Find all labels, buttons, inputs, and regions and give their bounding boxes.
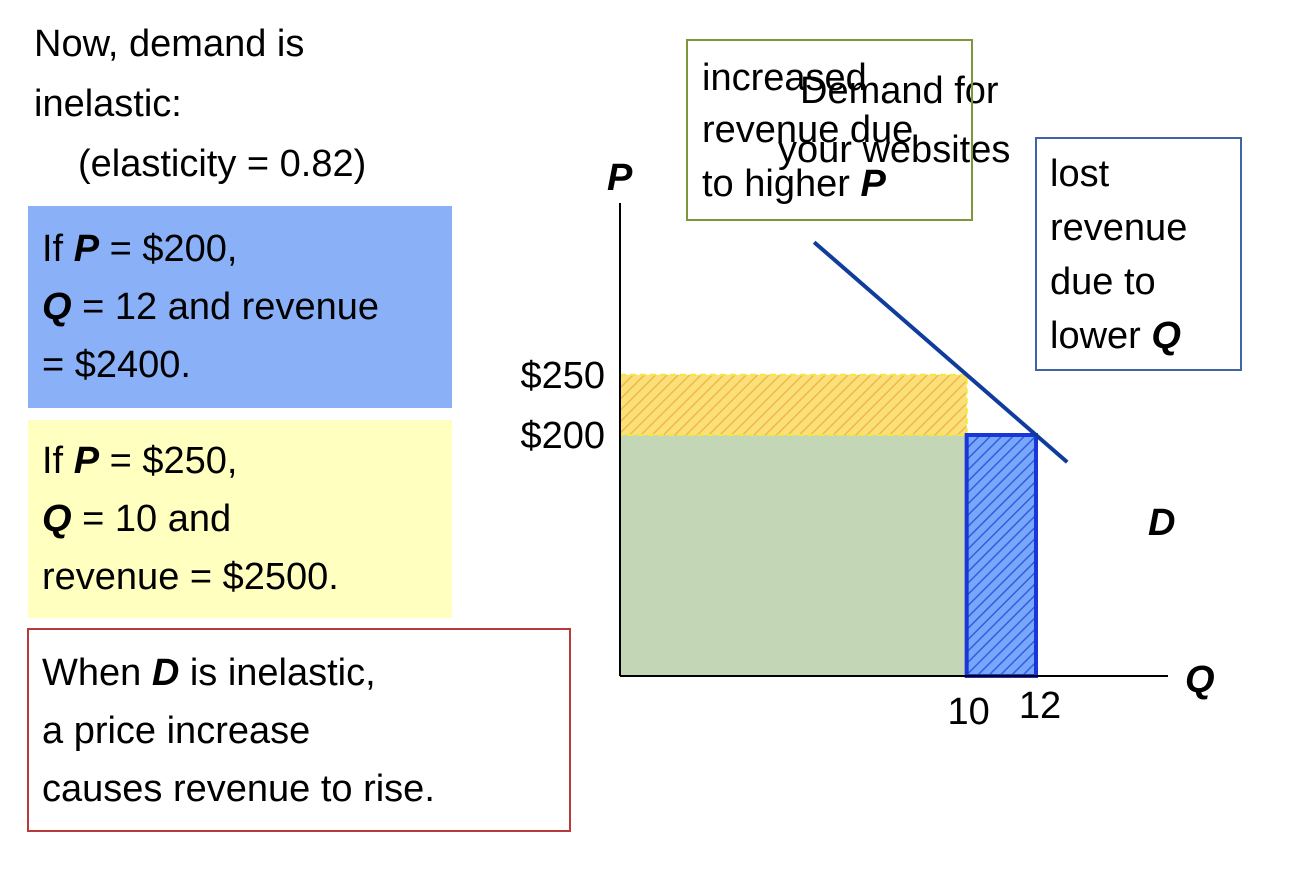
price-200-line-2: Q = 12 and revenue — [42, 286, 379, 328]
demand-curve — [812, 240, 1069, 464]
lost-revenue-line-4: lower Q — [1050, 315, 1181, 357]
y-tick-label-250: $250 — [520, 355, 605, 397]
revenue-base-region — [620, 435, 967, 676]
increased-revenue-line-2: revenue due — [702, 109, 913, 151]
conclusion-line-2: a price increase — [42, 710, 311, 752]
price-250-box: If P = $250, Q = 10 and revenue = $2500. — [28, 420, 452, 618]
conclusion-box: When D is inelastic, a price increase ca… — [27, 628, 571, 832]
y-tick-label-200: $200 — [520, 415, 605, 457]
price-250-line-2: Q = 10 and — [42, 498, 232, 540]
increased-revenue-line-3: to higher P — [702, 163, 886, 205]
x-tick-label-12: 12 — [1019, 685, 1061, 727]
demand-label: D — [1148, 502, 1175, 544]
price-200-line-1: If P = $200, — [42, 228, 238, 270]
x-axis-label: Q — [1185, 659, 1215, 701]
conclusion-line-1: When D is inelastic, — [42, 652, 376, 694]
y-axis-label: P — [607, 157, 633, 199]
increased-revenue-line-1: increased — [702, 57, 867, 99]
intro-line-2: inelastic: — [34, 83, 182, 125]
increased-revenue-region — [619, 373, 968, 436]
chart-title-line-1: Demand for — [800, 70, 999, 112]
x-tick-label-10: 10 — [948, 691, 990, 733]
price-200-box: If P = $200, Q = 12 and revenue = $2400. — [28, 206, 452, 408]
conclusion-line-3: causes revenue to rise. — [42, 768, 435, 810]
price-250-line-1: If P = $250, — [42, 440, 238, 482]
intro-line-3: (elasticity = 0.82) — [78, 143, 367, 185]
intro-line-1: Now, demand is — [34, 23, 305, 65]
lost-revenue-annotation-box — [1035, 137, 1242, 371]
increased-revenue-annotation-box — [686, 39, 973, 221]
price-200-line-3: = $2400. — [42, 344, 191, 386]
lost-revenue-region — [964, 433, 1039, 678]
lost-revenue-line-2: revenue — [1050, 207, 1187, 249]
lost-revenue-line-1: lost — [1050, 153, 1110, 195]
price-250-line-3: revenue = $2500. — [42, 556, 339, 598]
lost-revenue-line-3: due to — [1050, 261, 1156, 303]
